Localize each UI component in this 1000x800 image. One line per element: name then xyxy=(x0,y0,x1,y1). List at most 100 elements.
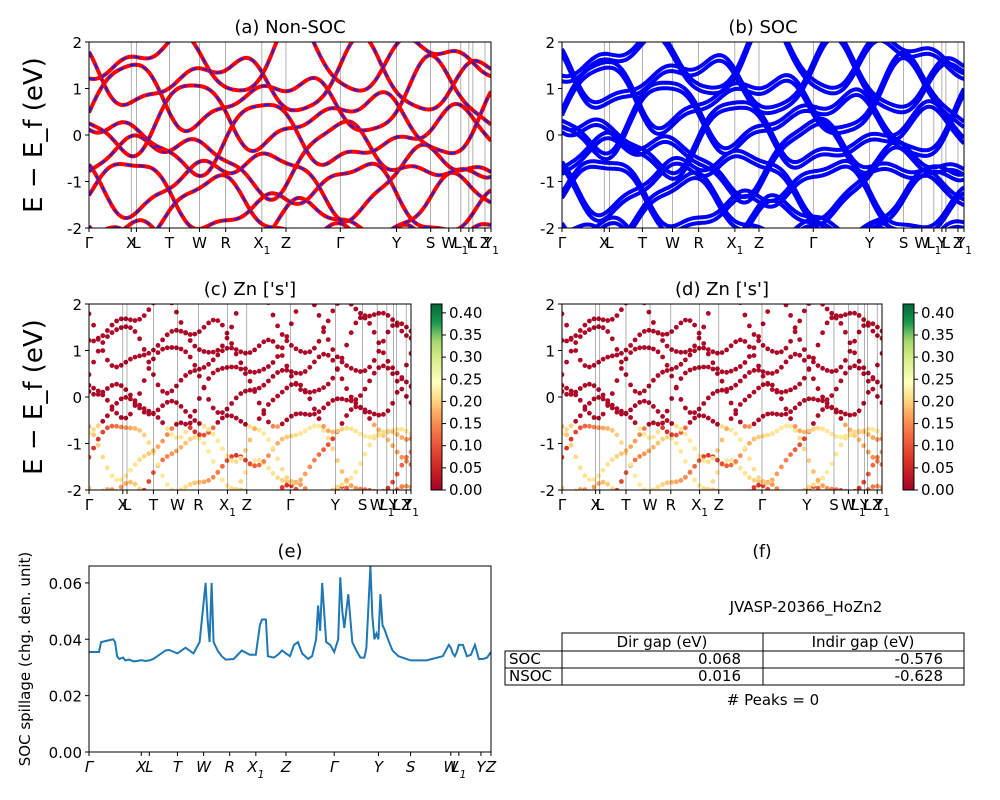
projection-point xyxy=(765,309,771,314)
projection-point xyxy=(568,392,574,397)
projection-point xyxy=(829,310,835,316)
projection-point xyxy=(637,399,643,405)
projection-point xyxy=(728,368,734,374)
projection-point xyxy=(847,412,853,418)
projection-point xyxy=(261,459,267,464)
projection-point xyxy=(710,349,716,355)
projection-point xyxy=(733,408,739,413)
projection-point xyxy=(316,452,322,457)
projection-point xyxy=(247,387,253,393)
projection-point xyxy=(381,363,386,369)
projection-point xyxy=(614,409,620,415)
projection-point xyxy=(783,411,789,417)
projection-point xyxy=(641,431,647,437)
projection-point xyxy=(861,400,867,406)
projection-point xyxy=(847,310,853,316)
kpoint-label: X xyxy=(599,234,609,252)
projection-point xyxy=(655,421,661,427)
projection-point xyxy=(587,423,592,429)
kpoint-label: R xyxy=(224,758,234,776)
projection-point xyxy=(852,412,857,417)
projection-point xyxy=(774,486,780,490)
projection-point xyxy=(587,477,592,483)
projection-point xyxy=(155,407,161,413)
projection-point xyxy=(229,345,235,351)
projection-point xyxy=(664,343,670,349)
projection-point xyxy=(100,454,106,460)
projection-point xyxy=(678,349,684,355)
projection-point xyxy=(279,485,285,490)
projection-point xyxy=(385,365,391,371)
projection-point xyxy=(187,436,193,442)
projection-point xyxy=(169,345,175,350)
row-label-soc: SOC xyxy=(509,650,541,668)
kpoint-label: Y xyxy=(936,234,947,252)
projection-point xyxy=(247,378,253,384)
projection-point xyxy=(870,328,876,334)
projection-point xyxy=(132,398,138,403)
panel-title-d: (d) Zn ['s'] xyxy=(675,279,769,300)
projection-point xyxy=(316,416,322,422)
projection-point xyxy=(582,330,588,335)
projection-point xyxy=(783,359,789,365)
projection-point xyxy=(562,372,565,377)
projection-point xyxy=(591,316,597,322)
projection-point xyxy=(769,387,775,392)
projection-point xyxy=(118,415,124,420)
projection-point xyxy=(815,485,821,490)
projection-point xyxy=(325,435,331,441)
projection-point xyxy=(655,440,661,446)
projection-point xyxy=(820,304,825,307)
projection-point xyxy=(865,432,871,437)
projection-point xyxy=(321,329,326,335)
projection-point xyxy=(664,418,670,423)
projection-point xyxy=(669,421,675,426)
projection-point xyxy=(582,322,588,328)
projection-point xyxy=(788,409,793,415)
projection-point xyxy=(100,348,106,353)
projection-point xyxy=(155,350,161,355)
projection-point xyxy=(687,352,693,358)
colorbar xyxy=(902,303,915,491)
projection-point xyxy=(705,395,711,401)
projection-point xyxy=(252,458,257,464)
projection-point xyxy=(89,454,92,460)
projection-point xyxy=(132,318,138,323)
projection-point xyxy=(696,345,702,351)
projection-point xyxy=(801,487,807,490)
y-tick-label: -2 xyxy=(67,220,82,238)
soc-band-overlay xyxy=(89,42,491,112)
projection-point xyxy=(123,359,129,365)
projection-point xyxy=(779,425,784,431)
projection-point xyxy=(577,413,583,419)
projection-point xyxy=(261,366,267,372)
y-tick-label: 0.04 xyxy=(49,631,82,649)
projection-point xyxy=(348,426,354,432)
projection-point xyxy=(353,428,359,434)
projection-point xyxy=(284,482,290,488)
projection-point xyxy=(641,345,647,350)
projection-point xyxy=(210,474,216,480)
projection-point xyxy=(344,386,349,392)
projection-point xyxy=(312,389,317,394)
projection-point xyxy=(728,416,734,422)
projection-point xyxy=(843,329,848,335)
projection-point xyxy=(728,400,734,406)
projection-point xyxy=(367,434,372,440)
projection-point xyxy=(655,330,661,335)
projection-point xyxy=(751,466,757,472)
kpoint-label: R xyxy=(666,496,676,514)
projection-point xyxy=(683,349,688,355)
projection-point xyxy=(362,487,368,490)
projection-point xyxy=(146,408,152,414)
projection-point xyxy=(774,369,780,374)
projection-point xyxy=(696,483,702,488)
projection-point xyxy=(861,443,867,449)
projection-point xyxy=(114,327,119,333)
row-label-nsoc: NSOC xyxy=(509,667,552,685)
projection-point xyxy=(733,459,739,464)
kpoint-label: W xyxy=(914,234,929,252)
projection-point xyxy=(408,351,411,356)
colorbar-tick-label: 0.05 xyxy=(449,459,482,477)
projection-point xyxy=(637,390,643,396)
